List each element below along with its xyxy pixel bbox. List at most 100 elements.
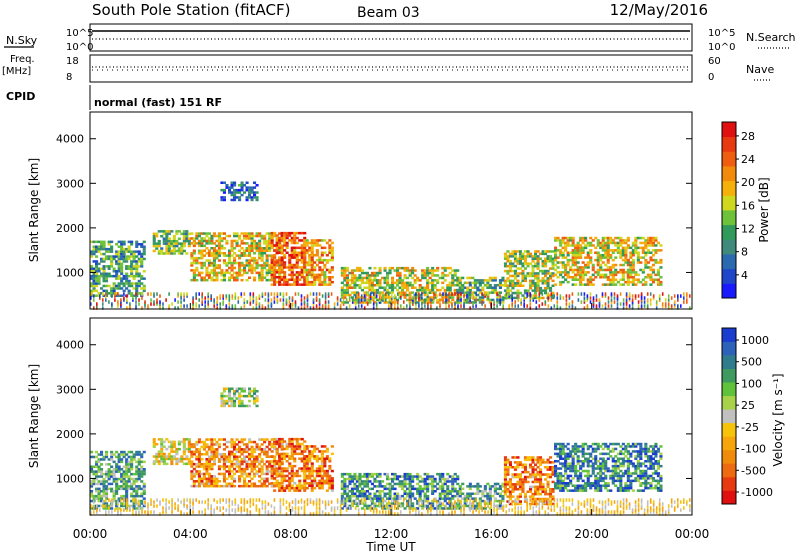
echo-cell bbox=[290, 231, 294, 235]
echo-cell bbox=[318, 482, 322, 485]
echo-cell bbox=[614, 283, 618, 286]
echo-cell bbox=[428, 296, 432, 299]
echo-cell bbox=[396, 494, 400, 498]
echo-cell bbox=[360, 301, 364, 304]
echo-cell bbox=[330, 256, 334, 259]
echo-cell bbox=[606, 241, 610, 245]
echo-cell bbox=[423, 276, 427, 280]
echo-cell bbox=[263, 249, 267, 252]
noise-cell bbox=[559, 306, 562, 310]
echo-cell bbox=[323, 474, 327, 478]
echo-cell bbox=[228, 390, 232, 393]
echo-cell bbox=[353, 284, 357, 287]
echo-cell bbox=[137, 284, 141, 288]
noise-cell bbox=[487, 294, 489, 298]
echo-cell bbox=[132, 487, 136, 491]
noise-cell bbox=[520, 298, 522, 302]
echo-cell bbox=[426, 271, 430, 275]
nsearch-label: N.Search bbox=[746, 31, 796, 44]
noise-cell bbox=[547, 296, 550, 300]
echo-cell bbox=[125, 494, 129, 498]
noise-cell bbox=[643, 304, 646, 308]
echo-cell bbox=[190, 256, 194, 260]
echo-cell bbox=[584, 246, 588, 250]
echo-cell bbox=[636, 278, 640, 281]
echo-cell bbox=[102, 270, 106, 273]
noise-cell bbox=[442, 292, 444, 296]
echo-cell bbox=[283, 283, 287, 286]
echo-cell bbox=[340, 296, 344, 299]
echo-cell bbox=[308, 246, 312, 250]
echo-cell bbox=[631, 283, 635, 286]
echo-cell bbox=[187, 438, 191, 441]
echo-cell bbox=[396, 266, 400, 270]
echo-cell bbox=[275, 460, 279, 463]
noise-cell bbox=[312, 298, 315, 302]
echo-cell bbox=[290, 455, 294, 458]
echo-cell bbox=[122, 470, 126, 473]
echo-cell bbox=[300, 457, 304, 460]
echo-cell bbox=[97, 245, 101, 248]
echo-cell bbox=[97, 267, 101, 270]
echo-cell bbox=[165, 232, 169, 236]
echo-cell bbox=[137, 272, 141, 275]
echo-cell bbox=[95, 270, 99, 273]
echo-cell bbox=[110, 240, 114, 244]
echo-cell bbox=[102, 289, 106, 293]
echo-cell bbox=[233, 188, 237, 192]
echo-cell bbox=[243, 249, 247, 252]
echo-cell bbox=[210, 475, 214, 478]
echo-cell bbox=[235, 438, 239, 441]
echo-cell bbox=[298, 479, 302, 483]
noise-cell bbox=[508, 304, 510, 308]
date-title: 12/May/2016 bbox=[610, 1, 708, 19]
echo-cell bbox=[358, 502, 362, 505]
echo-cell bbox=[285, 283, 289, 286]
echo-cell bbox=[265, 480, 269, 483]
echo-cell bbox=[368, 472, 372, 476]
echo-cell bbox=[310, 472, 314, 475]
echo-cell bbox=[544, 272, 548, 275]
echo-cell bbox=[263, 239, 267, 243]
echo-cell bbox=[596, 261, 600, 264]
echo-cell bbox=[190, 462, 194, 466]
echo-cell bbox=[162, 232, 166, 236]
echo-cell bbox=[238, 397, 242, 400]
noise-cell bbox=[315, 298, 318, 302]
noise-cell bbox=[583, 306, 586, 310]
echo-cell bbox=[175, 239, 179, 243]
echo-cell bbox=[561, 246, 565, 250]
noise-cell bbox=[463, 304, 465, 308]
echo-cell bbox=[102, 265, 106, 268]
echo-cell bbox=[248, 448, 252, 451]
echo-cell bbox=[137, 260, 141, 263]
echo-cell bbox=[245, 234, 249, 238]
echo-cell bbox=[300, 266, 304, 269]
echo-cell bbox=[95, 450, 99, 454]
echo-cell bbox=[107, 487, 111, 491]
noise-cell bbox=[565, 306, 568, 310]
echo-cell bbox=[370, 288, 374, 292]
echo-cell bbox=[579, 266, 583, 269]
echo-cell bbox=[325, 469, 329, 473]
echo-cell bbox=[373, 293, 377, 297]
noise-cell bbox=[351, 300, 354, 304]
echo-cell bbox=[546, 282, 550, 285]
echo-cell bbox=[651, 239, 655, 242]
noise-cell bbox=[168, 292, 170, 296]
echo-cell bbox=[205, 271, 209, 275]
echo-cell bbox=[659, 266, 663, 269]
echo-cell bbox=[202, 448, 206, 451]
noise-cell bbox=[111, 302, 113, 306]
echo-cell bbox=[426, 281, 430, 285]
echo-cell bbox=[646, 261, 650, 264]
echo-cell bbox=[185, 235, 189, 238]
echo-cell bbox=[238, 470, 242, 473]
echo-cell bbox=[225, 477, 229, 481]
echo-cell bbox=[273, 484, 277, 487]
echo-cell bbox=[503, 269, 507, 273]
echo-cell bbox=[453, 279, 457, 282]
echo-cell bbox=[112, 453, 116, 456]
noise-cell bbox=[315, 292, 318, 296]
echo-cell bbox=[222, 467, 226, 471]
